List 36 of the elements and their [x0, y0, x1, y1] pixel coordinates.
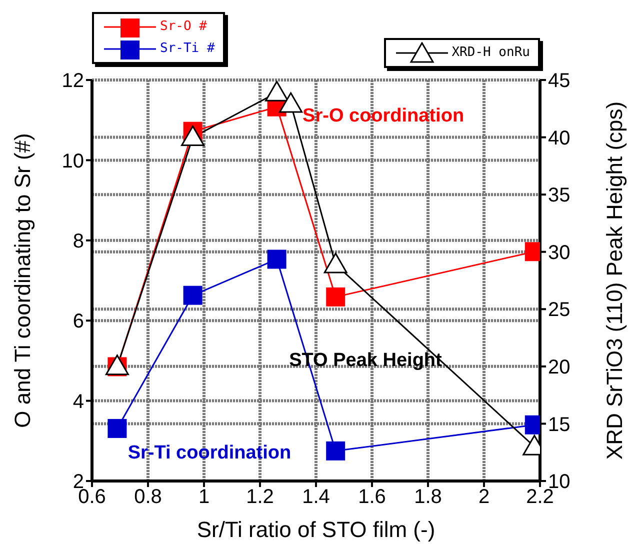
y2-tick-label: 45: [548, 70, 570, 92]
y2-tick-label: 25: [548, 299, 570, 322]
y-tick-label: 6: [72, 310, 84, 333]
y2-tick-label: 30: [548, 242, 570, 264]
y2-tick-label: 20: [548, 356, 570, 379]
y-tick-label: 4: [72, 390, 84, 413]
point: [326, 287, 346, 306]
point: [326, 441, 346, 460]
point: [267, 250, 286, 269]
point: [279, 92, 303, 113]
x-tick-label: 0.8: [134, 486, 162, 508]
annotation: Sr-O coordination: [302, 106, 464, 127]
x-axis-title: Sr/Ti ratio of STO film (-): [196, 517, 436, 542]
y-tick-label: 10: [62, 150, 84, 172]
x-tick-label: 1.8: [414, 486, 442, 508]
x-tick-label: 1.2: [246, 486, 274, 508]
legend-label: Sr-O #: [160, 18, 207, 36]
y-tick-label: 8: [72, 230, 84, 252]
point: [183, 286, 202, 305]
y2-tick-label: 15: [548, 414, 570, 436]
y-tick-label: 12: [62, 70, 84, 92]
point: [108, 418, 127, 438]
y-axis-title: O and Ti coordinating to Sr (#): [10, 133, 35, 428]
point: [181, 126, 205, 146]
x-tick-label: 2: [478, 486, 490, 508]
point: [265, 80, 289, 102]
y2-tick-label: 35: [548, 184, 570, 207]
x-tick-label: 1.6: [358, 486, 386, 508]
x-tick-label: 1.4: [302, 486, 330, 508]
legend-label: XRD-H onRu: [452, 44, 530, 62]
x-tick-label: 1: [198, 486, 210, 508]
legend-label: Sr-Ti #: [160, 40, 215, 58]
point: [324, 252, 348, 274]
y2-axis-title: XRD SrTiO3 (110) Peak Height (cps): [602, 101, 627, 460]
y2-tick-label: 40: [548, 127, 570, 150]
annotation: Sr-Ti coordination: [128, 442, 292, 464]
